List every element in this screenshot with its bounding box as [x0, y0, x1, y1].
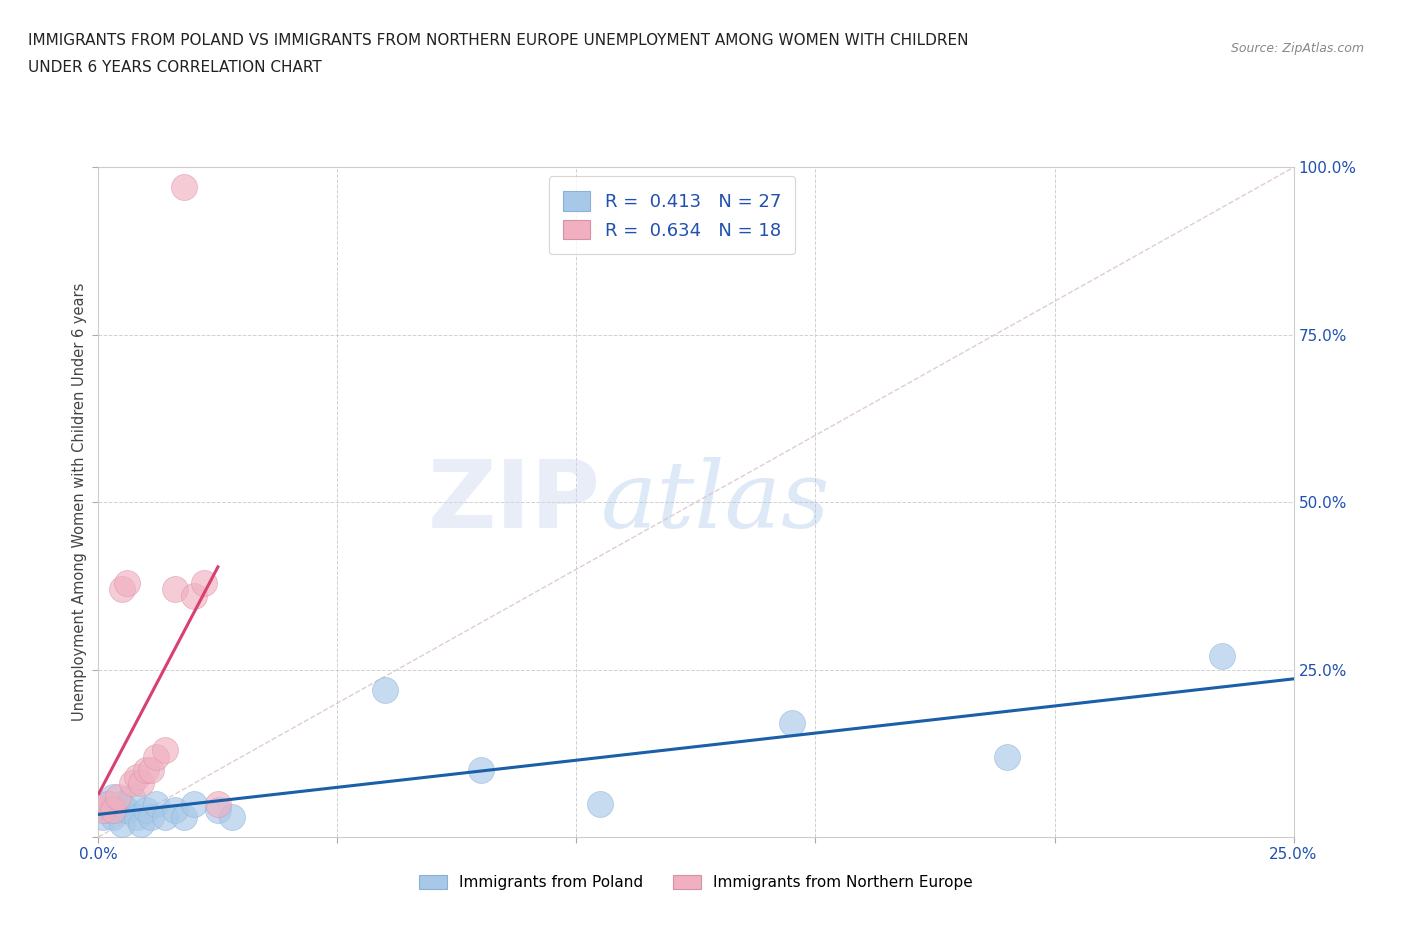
Point: [780, 716, 803, 731]
Point: [111, 796, 134, 811]
Point: [121, 776, 143, 790]
Point: [589, 796, 612, 811]
Point: [221, 809, 243, 824]
Point: [111, 817, 134, 831]
Point: [125, 809, 148, 824]
Point: [1211, 649, 1233, 664]
Point: [183, 796, 205, 811]
Point: [91, 809, 114, 824]
Point: [163, 803, 186, 817]
Point: [207, 803, 229, 817]
Point: [470, 763, 492, 777]
Point: [125, 769, 148, 784]
Point: [145, 796, 167, 811]
Text: Source: ZipAtlas.com: Source: ZipAtlas.com: [1230, 42, 1364, 55]
Point: [107, 803, 129, 817]
Point: [139, 809, 162, 824]
Legend: Immigrants from Poland, Immigrants from Northern Europe: Immigrants from Poland, Immigrants from …: [413, 869, 979, 897]
Point: [131, 776, 153, 790]
Point: [135, 803, 157, 817]
Point: [101, 790, 124, 804]
Point: [207, 796, 229, 811]
Point: [101, 803, 124, 817]
Point: [139, 763, 162, 777]
Point: [97, 796, 120, 811]
Point: [145, 750, 167, 764]
Point: [97, 803, 120, 817]
Point: [173, 809, 195, 824]
Point: [97, 796, 120, 811]
Point: [155, 742, 177, 757]
Point: [131, 817, 153, 831]
Point: [115, 803, 138, 817]
Text: atlas: atlas: [600, 458, 830, 547]
Point: [107, 790, 129, 804]
Point: [995, 750, 1018, 764]
Point: [374, 683, 396, 698]
Point: [173, 180, 195, 195]
Y-axis label: Unemployment Among Women with Children Under 6 years: Unemployment Among Women with Children U…: [72, 283, 87, 722]
Point: [101, 809, 124, 824]
Point: [135, 763, 157, 777]
Point: [91, 803, 114, 817]
Point: [193, 575, 215, 590]
Text: UNDER 6 YEARS CORRELATION CHART: UNDER 6 YEARS CORRELATION CHART: [28, 60, 322, 75]
Point: [155, 809, 177, 824]
Point: [163, 582, 186, 597]
Point: [111, 582, 134, 597]
Point: [115, 575, 138, 590]
Text: ZIP: ZIP: [427, 457, 600, 548]
Point: [121, 790, 143, 804]
Point: [183, 589, 205, 604]
Text: IMMIGRANTS FROM POLAND VS IMMIGRANTS FROM NORTHERN EUROPE UNEMPLOYMENT AMONG WOM: IMMIGRANTS FROM POLAND VS IMMIGRANTS FRO…: [28, 33, 969, 47]
